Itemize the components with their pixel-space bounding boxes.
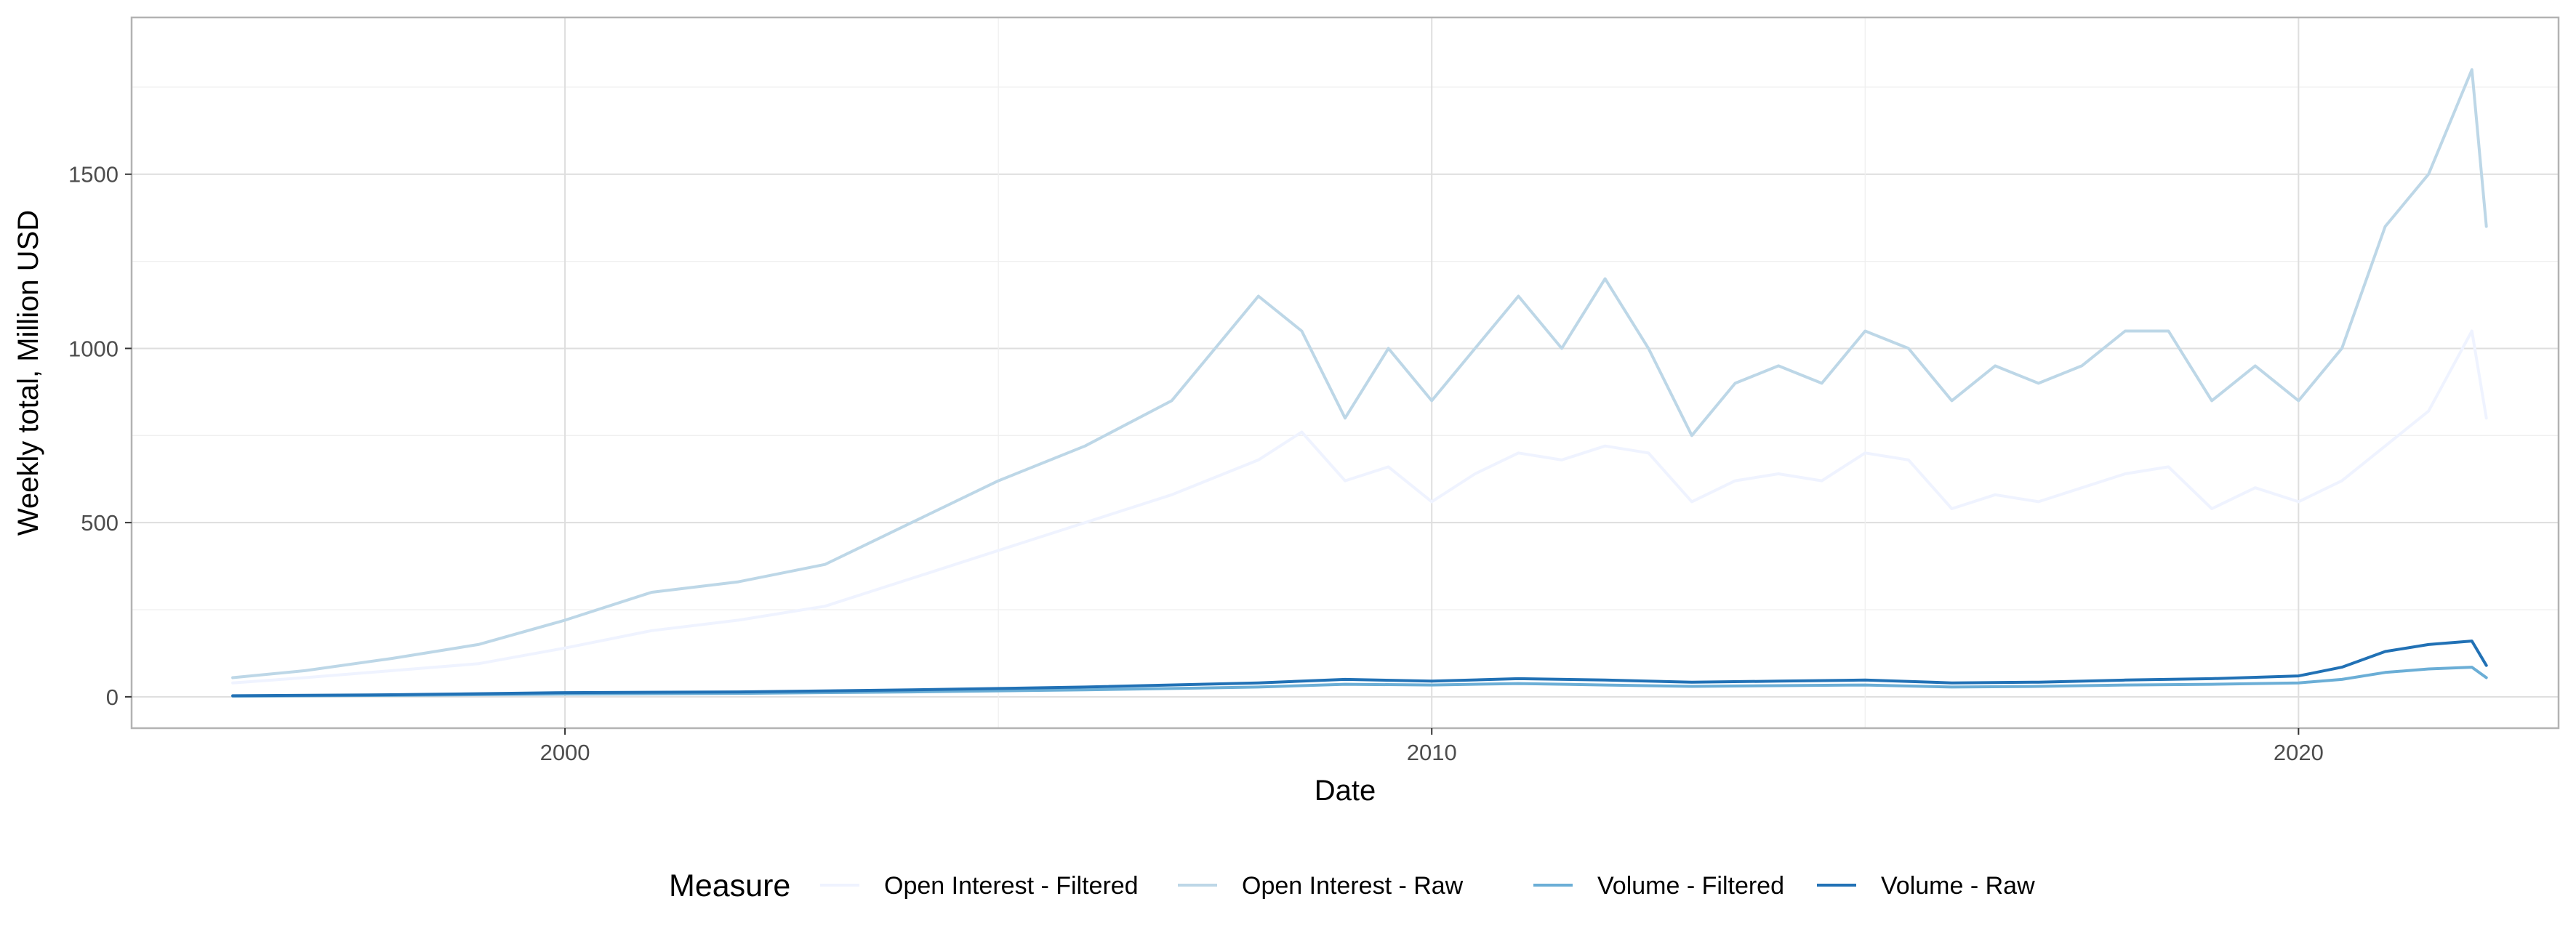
axis-ticks: [125, 173, 2300, 735]
x-tick-label: 2000: [540, 740, 590, 765]
legend-label-0: Open Interest - Filtered: [884, 872, 1139, 900]
x-tick-label: 2020: [2274, 740, 2324, 765]
series-line-1: [231, 68, 2488, 679]
legend-label-2: Volume - Filtered: [1597, 872, 1784, 900]
grid: [131, 17, 2559, 728]
y-tick-label: 0: [106, 685, 119, 710]
y-tick-label: 1000: [68, 336, 119, 361]
legend: Measure Open Interest - Filtered Open Int…: [669, 868, 2035, 903]
y-tick-labels: 0 500 1000 1500: [68, 162, 119, 710]
y-axis-title: Weekly total, Million USD: [12, 210, 44, 536]
series-line-0: [231, 329, 2488, 685]
y-tick-label: 1500: [68, 162, 119, 187]
x-tick-label: 2010: [1407, 740, 1457, 765]
series-line-3: [231, 640, 2488, 698]
legend-title: Measure: [669, 868, 790, 903]
series-lines: [231, 68, 2488, 698]
legend-label-1: Open Interest - Raw: [1242, 872, 1464, 900]
x-tick-labels: 2000 2010 2020: [540, 740, 2324, 765]
x-axis-title: Date: [1315, 775, 1376, 807]
y-tick-label: 500: [81, 510, 119, 536]
legend-label-3: Volume - Raw: [1881, 872, 2035, 900]
series-line-2: [231, 666, 2488, 698]
plot-panel-border: [130, 16, 2560, 730]
